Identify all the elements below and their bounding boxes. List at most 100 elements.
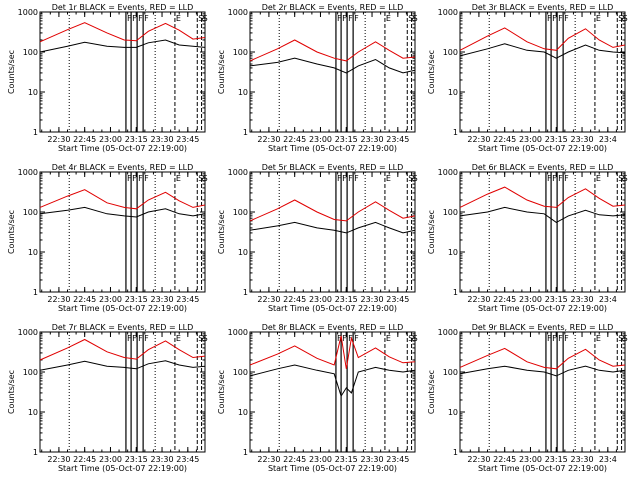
x-tick-label: 23:00 [309,455,332,464]
events-series-line [249,57,416,74]
marker-label: F [144,174,149,183]
detector-panel: Det 7r BLACK = Events, RED = LLD Counts/s… [7,323,208,473]
panel-title: Det 4r BLACK = Events, RED = LLD [52,163,194,172]
detector-panel: Det 3r BLACK = Events, RED = LLD Counts/s… [427,3,628,153]
events-series-line [249,364,416,398]
x-tick-label: 22:30 [257,135,280,144]
x-tick-label: 23:4 [599,295,617,304]
y-axis-label: Counts/sec [7,370,16,414]
marker-label: E [386,334,391,343]
y-tick-label: 1 [33,448,38,457]
marker-label: F [558,334,563,343]
detector-panel: Det 5r BLACK = Events, RED = LLD Counts/s… [217,163,418,313]
plot-frame [39,171,206,293]
lld-series-line [249,335,416,369]
marker-label: F [337,14,342,23]
marker-label: F [354,174,359,183]
x-tick-label: 22:30 [47,295,70,304]
plot-frame [39,11,206,133]
x-tick-label: 23:4 [599,455,617,464]
y-tick-label: 1000 [18,8,38,17]
y-axis-label: Counts/sec [7,210,16,254]
marker-label: F [547,334,552,343]
plot-frame [249,11,416,133]
x-tick-label: 23:45 [176,295,199,304]
y-axis-label: Counts/sec [427,370,436,414]
marker-label: E [596,334,601,343]
y-tick-label: 1 [243,448,248,457]
y-tick-label: 100 [23,48,38,57]
marker-label: E [176,14,181,23]
y-tick-label: 1 [243,128,248,137]
lld-series-line [459,27,626,51]
events-series-line [39,206,206,218]
x-tick-label: 23:30 [571,295,594,304]
x-tick-label: 23:15 [125,455,148,464]
marker-label: F [354,334,359,343]
x-tick-label: 23:30 [151,295,174,304]
y-tick-label: 10 [238,88,248,97]
x-tick-label: 22:45 [283,295,306,304]
marker-label: F [558,14,563,23]
plot-frame [249,331,416,453]
x-tick-label: 23:30 [361,135,384,144]
x-tick-label: 22:45 [283,135,306,144]
x-tick-label: 23:30 [361,455,384,464]
marker-label: E [596,174,601,183]
x-tick-label: 22:45 [493,455,516,464]
marker-label: S [198,334,203,343]
x-tick-label: 23:00 [519,455,542,464]
x-tick-label: 23:15 [545,295,568,304]
marker-label: F [127,334,132,343]
x-tick-label: 22:30 [467,295,490,304]
y-axis-label: Counts/sec [7,50,16,94]
panel-title: Det 8r BLACK = Events, RED = LLD [262,323,404,332]
y-tick-label: 10 [28,408,38,417]
x-tick-label: 23:00 [309,295,332,304]
plot-frame [249,171,416,293]
marker-label: F [138,334,143,343]
marker-label: S [618,14,623,23]
x-tick-label: 23:15 [545,135,568,144]
x-tick-label: 22:30 [467,135,490,144]
x-tick-label: 22:30 [467,455,490,464]
marker-label: E [176,174,181,183]
lld-series-line [459,347,626,370]
marker-label: F [547,174,552,183]
x-axis-label: Start Time (05-Oct-07 22:19:00) [58,304,187,313]
marker-label: F [337,174,342,183]
marker-label: F [138,14,143,23]
y-tick-label: 10 [238,248,248,257]
events-series-line [249,221,416,234]
x-axis-label: Start Time (05-Oct-07 22:19:00) [58,144,187,153]
marker-label: F [348,334,353,343]
marker-label: S [198,174,203,183]
marker-label: F [132,174,137,183]
marker-label: F [342,14,347,23]
lld-series-line [249,39,416,62]
marker-label: F [127,14,132,23]
events-series-line [459,206,626,223]
x-tick-label: 23:00 [99,135,122,144]
x-tick-label: 23:15 [335,295,358,304]
x-tick-label: 23:45 [386,455,409,464]
detector-panel: Det 4r BLACK = Events, RED = LLD Counts/s… [7,163,208,313]
x-tick-label: 23:15 [125,295,148,304]
events-series-line [39,360,206,371]
plot-frame [459,331,626,453]
y-tick-label: 10 [238,408,248,417]
y-tick-label: 1000 [228,168,248,177]
x-tick-label: 23:00 [309,135,332,144]
x-tick-label: 22:45 [73,135,96,144]
marker-label: F [564,334,569,343]
marker-label: F [127,174,132,183]
x-tick-label: 23:00 [99,455,122,464]
marker-label: S [618,334,623,343]
x-axis-label: Start Time (05-Oct-07 22:19:00) [268,464,397,473]
x-tick-label: 23:15 [125,135,148,144]
lld-series-line [249,199,416,222]
y-tick-label: 10 [448,408,458,417]
x-tick-label: 22:30 [257,295,280,304]
y-tick-label: 100 [233,208,248,217]
x-tick-label: 23:30 [571,135,594,144]
